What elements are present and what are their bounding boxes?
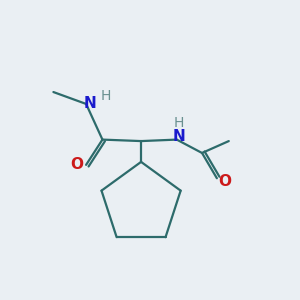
Text: H: H [100,88,111,103]
Text: N: N [173,128,185,143]
Text: N: N [83,96,96,111]
Text: O: O [218,174,231,189]
Text: H: H [174,116,184,130]
Text: O: O [71,158,84,172]
